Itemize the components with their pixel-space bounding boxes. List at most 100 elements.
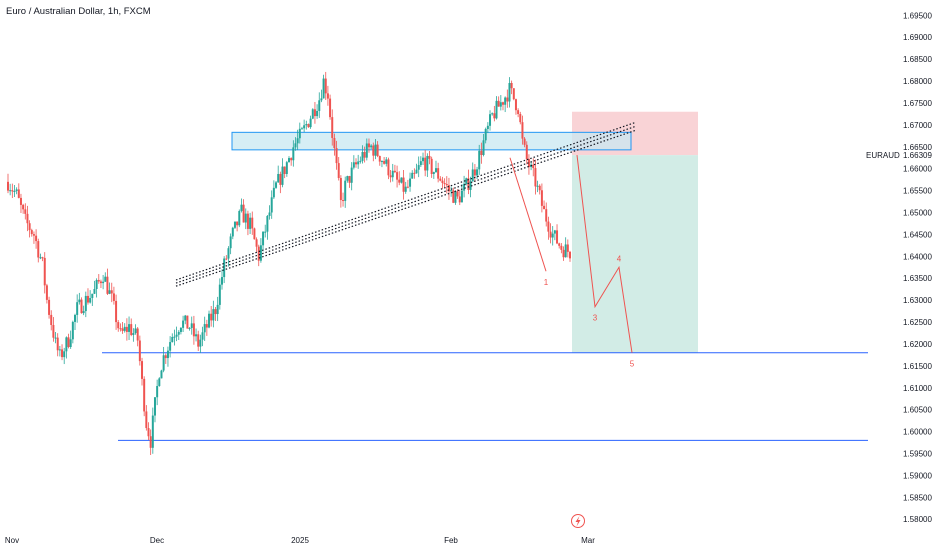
candle-body: [272, 187, 275, 198]
candle-body: [182, 320, 185, 328]
candle-body: [556, 230, 559, 244]
candle-body: [506, 97, 509, 102]
candle-body: [227, 248, 230, 259]
candle-body: [471, 169, 474, 182]
candle-body: [134, 328, 137, 334]
candle-body: [406, 186, 409, 188]
candle-body: [123, 326, 126, 331]
time-axis-tick-label: 2025: [291, 536, 309, 545]
candle-body: [17, 189, 20, 198]
candle-body: [24, 209, 27, 214]
candle-body: [415, 169, 418, 174]
price-axis-tick-label: 1.59500: [903, 450, 932, 459]
candle-body: [547, 221, 550, 232]
candle-body: [562, 249, 565, 258]
candle-body: [551, 233, 554, 238]
candle-body: [210, 313, 213, 321]
candle-body: [78, 299, 81, 303]
axes-layer: 1.69500 1.69000 1.68500 1.68000 1.67500 1.670…: [5, 11, 932, 545]
price-axis-tick-label: 1.61000: [903, 384, 932, 393]
candle-body: [218, 284, 221, 305]
candle-body: [244, 213, 247, 223]
candle-body: [220, 277, 223, 285]
candle-body: [179, 327, 182, 332]
candle-body: [292, 147, 295, 161]
candle-body: [296, 138, 299, 144]
candle-body: [294, 143, 297, 148]
candle-body: [411, 172, 414, 179]
levels-layer: [102, 352, 868, 441]
candle-body: [545, 209, 548, 222]
candle-body: [74, 314, 77, 322]
candle-body: [454, 191, 457, 203]
candle-body: [138, 340, 141, 362]
price-axis-tick-label: 1.66500: [903, 143, 932, 152]
price-axis-tick-label: 1.66000: [903, 165, 932, 174]
candle-body: [104, 276, 107, 282]
candle-body: [504, 97, 507, 105]
candle-body: [132, 333, 135, 335]
candle-body: [569, 251, 571, 259]
candle-body: [383, 161, 386, 164]
candle-body: [326, 93, 329, 99]
candle-body: [350, 167, 353, 183]
drawings-layer: 1 3 4 5: [175, 121, 637, 369]
candle-body: [525, 144, 528, 160]
candle-body: [270, 197, 273, 213]
candle-body: [445, 183, 448, 186]
candle-body: [359, 160, 362, 162]
candle-body: [95, 279, 98, 289]
candle-body: [398, 179, 401, 183]
candle-body: [212, 309, 215, 321]
candle-body: [316, 110, 319, 117]
candle-body: [166, 350, 169, 359]
candle-body: [216, 304, 219, 315]
time-axis-tick-label: Nov: [5, 536, 19, 545]
candle-body: [249, 217, 252, 229]
candle-body: [61, 349, 64, 358]
candle-body: [97, 279, 100, 282]
candle-body: [443, 183, 446, 185]
candle-body: [434, 168, 437, 173]
candle-body: [324, 78, 327, 94]
candle-body: [439, 178, 442, 181]
candle-body: [298, 128, 301, 139]
candle-body: [283, 166, 286, 174]
candle-body: [512, 88, 515, 100]
resistance-zone: [231, 131, 632, 151]
candle-body: [106, 276, 109, 294]
price-axis-tick-label: 1.62000: [903, 340, 932, 349]
candle-body: [158, 378, 161, 387]
candle-body: [240, 204, 243, 212]
chart-title: Euro / Australian Dollar, 1h, FXCM: [6, 6, 151, 17]
candle-body: [108, 290, 111, 294]
candle-body: [37, 241, 40, 258]
candle-body: [160, 370, 163, 379]
candle-body: [19, 197, 22, 205]
price-axis-tick-label: 1.69000: [903, 33, 932, 42]
candle-body: [169, 342, 172, 351]
candle-body: [534, 168, 537, 187]
candle-body: [71, 321, 74, 340]
candle-body: [56, 337, 59, 351]
candle-body: [175, 334, 178, 337]
price-axis-tick-label: 1.60500: [903, 406, 932, 415]
candle-body: [65, 337, 68, 352]
wave-projection-line: [576, 155, 633, 353]
candle-body: [417, 165, 420, 170]
candle-body: [130, 324, 133, 335]
candle-body: [452, 190, 455, 203]
candle-body: [9, 190, 12, 192]
candle-body: [305, 124, 308, 126]
candle-body: [491, 113, 494, 115]
candle-body: [400, 177, 403, 183]
candle-body: [322, 78, 325, 99]
candle-body: [372, 145, 375, 156]
candle-body: [391, 170, 394, 178]
symbol-tag-label: EURAUD: [866, 151, 900, 160]
candle-body: [422, 157, 425, 162]
candle-body: [110, 290, 113, 294]
candle-body: [255, 239, 258, 247]
